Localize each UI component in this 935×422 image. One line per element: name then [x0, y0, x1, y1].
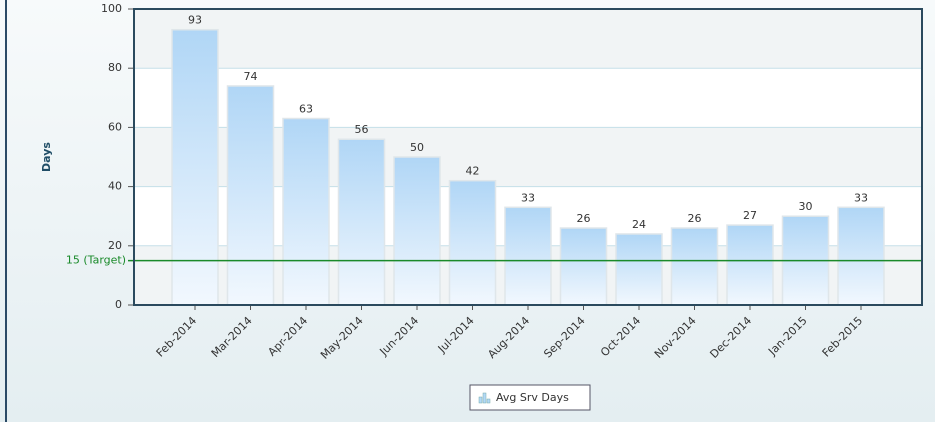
bar: [448, 179, 497, 306]
bar: [282, 117, 330, 306]
plot-border: [133, 8, 923, 306]
value-label: 30: [799, 200, 813, 213]
target-label: 15 (Target): [66, 254, 126, 267]
value-label: 93: [188, 14, 202, 27]
bar: [559, 227, 608, 306]
value-label: 27: [743, 209, 757, 222]
y-tick-label: 0: [115, 298, 122, 311]
y-tick-label: 20: [108, 239, 122, 252]
bar: [837, 206, 885, 306]
value-label: 42: [466, 165, 480, 178]
value-label: 26: [577, 212, 591, 225]
legend-icon: [486, 398, 491, 404]
plot-band: [134, 9, 922, 69]
value-label: 50: [410, 141, 424, 154]
value-label: 33: [521, 191, 535, 204]
legend: Avg Srv Days: [469, 384, 591, 411]
bar: [226, 85, 275, 306]
y-axis-label: Days: [40, 142, 53, 172]
value-label: 26: [688, 212, 702, 225]
bar: [393, 156, 441, 306]
bar: [726, 224, 774, 306]
value-label: 24: [632, 218, 646, 231]
value-label: 74: [244, 70, 258, 83]
y-tick-label: 100: [101, 2, 122, 15]
value-label: 63: [299, 103, 313, 116]
bar: [615, 233, 663, 306]
legend-icon: [478, 396, 483, 404]
bar: [337, 138, 386, 306]
bar: [171, 28, 219, 306]
y-tick-label: 40: [108, 180, 122, 193]
bar: [670, 227, 719, 306]
bar: [504, 206, 552, 306]
value-label: 56: [355, 123, 369, 136]
legend-icon: [482, 392, 487, 404]
y-tick-label: 80: [108, 61, 122, 74]
y-tick-label: 60: [108, 120, 122, 133]
legend-box: [469, 384, 591, 411]
value-label: 33: [854, 191, 868, 204]
legend-label: Avg Srv Days: [496, 391, 569, 404]
